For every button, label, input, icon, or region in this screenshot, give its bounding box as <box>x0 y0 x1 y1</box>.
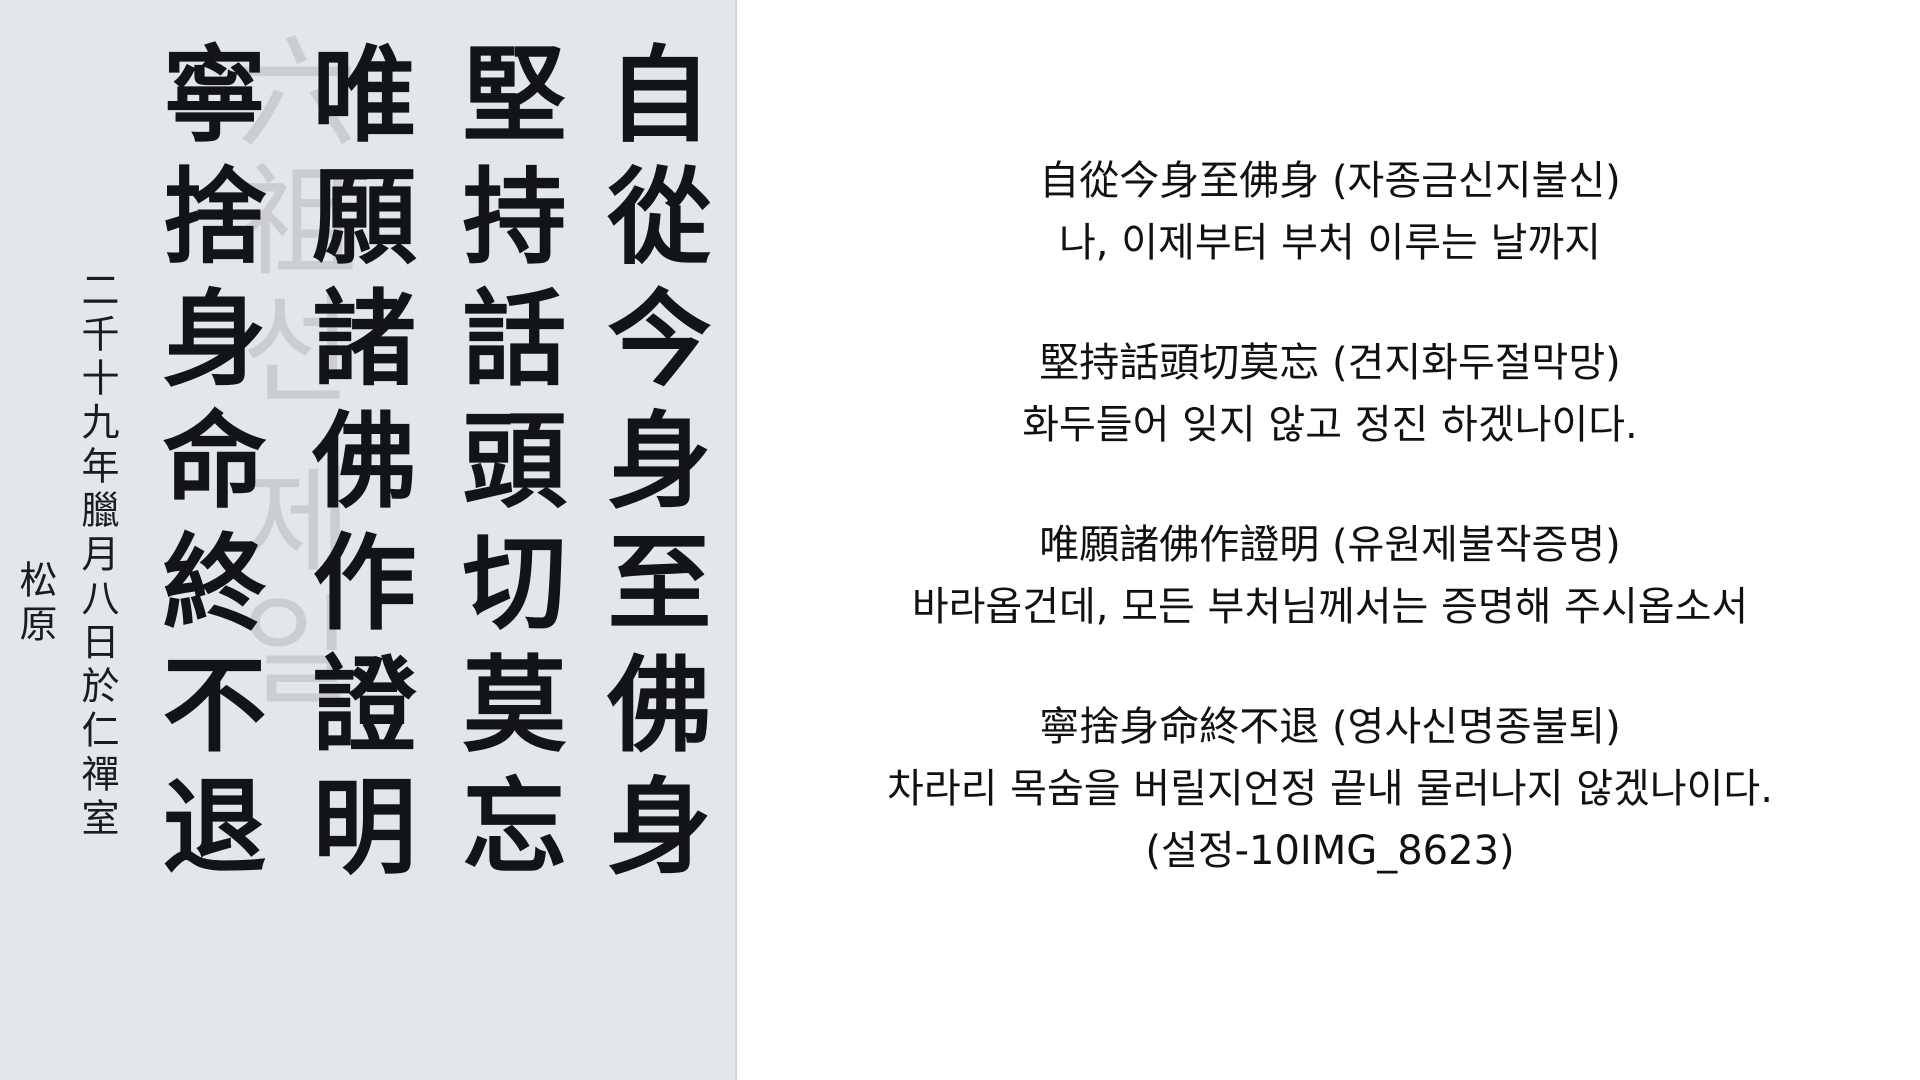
verse-4: 寧捨身命終不退 (영사신명종불퇴) 차라리 목숨을 버릴지언정 끝내 물러나지 … <box>760 696 1900 820</box>
signature: 松原 <box>13 560 57 648</box>
calligraphy-column-2: 堅持話頭切莫忘 <box>444 40 567 894</box>
calligraphy-column-1: 自從今身至佛身 <box>589 40 712 894</box>
verse-hanja: 自從今身至佛身 (자종금신지불신) <box>1039 158 1621 204</box>
watermark: 六祖선 제일 <box>216 30 355 717</box>
verse-text-panel: 自從今身至佛身 (자종금신지불신) 나, 이제부터 부처 이루는 날까지 堅持話… <box>760 150 1900 882</box>
calligraphy-column-3: 唯願諸佛作證明 <box>294 40 417 894</box>
verse-korean: 차라리 목숨을 버릴지언정 끝내 물러나지 않겠나이다. <box>887 766 1773 812</box>
verse-1: 自從今身至佛身 (자종금신지불신) 나, 이제부터 부처 이루는 날까지 <box>760 150 1900 274</box>
calligraphy-column-4: 寧捨身命終不退 <box>144 40 267 894</box>
verse-hanja: 寧捨身命終不退 (영사신명종불퇴) <box>1039 704 1621 750</box>
calligraphy-image: 六祖선 제일 自從今身至佛身 堅持話頭切莫忘 唯願諸佛作證明 寧捨身命終不退 二… <box>0 0 737 1080</box>
verse-hanja: 堅持話頭切莫忘 (견지화두절막망) <box>1039 340 1621 386</box>
date-inscription: 二千十九年臘月八日於仁禪室 <box>75 270 119 842</box>
verse-3: 唯願諸佛作證明 (유원제불작증명) 바라옵건데, 모든 부처님께서는 증명해 주… <box>760 514 1900 638</box>
verse-korean: 바라옵건데, 모든 부처님께서는 증명해 주시옵소서 <box>911 584 1749 630</box>
verse-hanja: 唯願諸佛作證明 (유원제불작증명) <box>1039 522 1621 568</box>
verse-2: 堅持話頭切莫忘 (견지화두절막망) 화두들어 잊지 않고 정진 하겠나이다. <box>760 332 1900 456</box>
verse-korean: 나, 이제부터 부처 이루는 날까지 <box>1059 220 1601 266</box>
verse-korean: 화두들어 잊지 않고 정진 하겠나이다. <box>1022 402 1638 448</box>
image-caption: (설정-10IMG_8623) <box>1145 828 1515 874</box>
